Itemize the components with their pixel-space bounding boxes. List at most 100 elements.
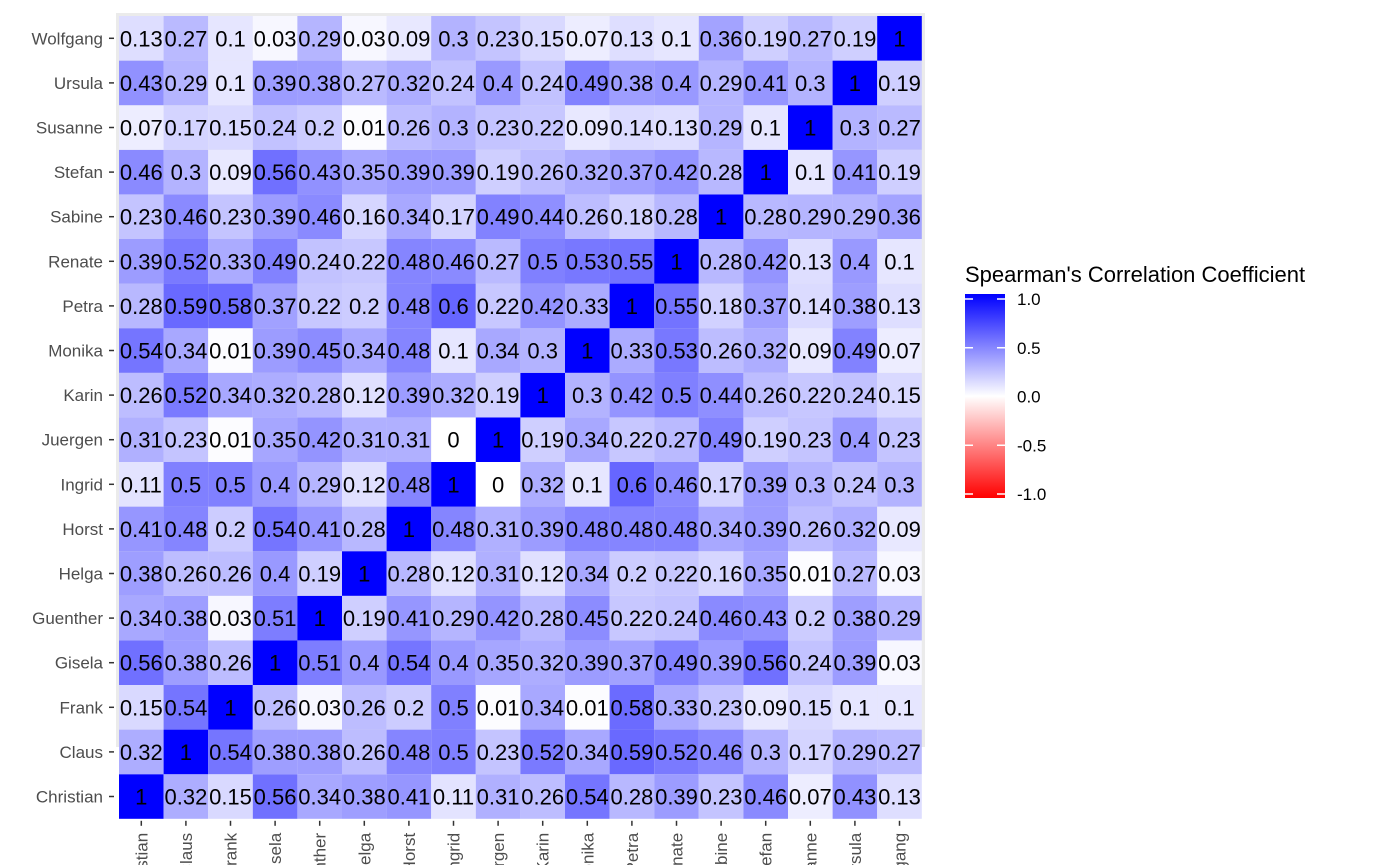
cell-value-label: 0.32: [432, 383, 475, 408]
cell-value-label: 0.07: [878, 339, 921, 364]
heatmap-cell: [565, 149, 610, 195]
cell-value-label: 0.3: [527, 339, 558, 364]
heatmap-cell: [297, 595, 342, 641]
cell-value-label: 0.13: [610, 26, 653, 51]
heatmap-cell: [609, 506, 655, 552]
cell-value-label: 0.29: [833, 740, 876, 765]
cell-value-label: 0.38: [833, 294, 876, 319]
cell-value-label: 0.13: [878, 294, 921, 319]
cell-value-label: 0.48: [610, 517, 653, 542]
cell-value-label: 0.07: [789, 785, 832, 810]
heatmap-cell: [788, 417, 833, 462]
cell-value-label: 0.46: [120, 160, 163, 185]
heatmap-cell: [163, 60, 209, 106]
cell-value-label: 0.36: [878, 205, 921, 230]
cell-value-label: 0.43: [744, 606, 787, 631]
cell-value-label: 0.38: [164, 651, 207, 676]
heatmap-cell: [877, 506, 922, 552]
cell-value-label: 0.03: [343, 26, 386, 51]
cell-value-label: 0.26: [254, 695, 297, 720]
heatmap-cell: [119, 60, 164, 106]
cell-value-label: 0.38: [833, 606, 876, 631]
heatmap-cell: [252, 774, 298, 819]
cell-value-label: 0.23: [477, 26, 520, 51]
heatmap-cell: [565, 640, 610, 685]
heatmap-cell: [297, 328, 342, 373]
heatmap-cell: [297, 16, 342, 61]
cell-value-label: 1: [626, 294, 638, 319]
cell-value-label: 0.26: [209, 562, 252, 587]
heatmap-cell: [208, 372, 253, 418]
heatmap-cell: [609, 16, 655, 61]
heatmap-cell: [119, 239, 164, 284]
cell-value-label: 0.22: [343, 249, 386, 274]
x-tick-label: Ursula: [846, 832, 865, 865]
legend: Spearman's Correlation Coefficient 1.0 0.…: [965, 262, 1305, 504]
cell-value-label: 0.18: [700, 294, 743, 319]
heatmap-cell: [342, 551, 387, 596]
cell-value-label: 0.38: [298, 740, 341, 765]
heatmap-cell: [609, 239, 655, 284]
heatmap-cell: [520, 595, 565, 641]
cell-value-label: 0.2: [394, 695, 425, 720]
cell-value-label: 0.2: [795, 606, 826, 631]
cell-value-label: 0.22: [298, 294, 341, 319]
heatmap-cell: [520, 194, 565, 239]
heatmap-cell: [520, 239, 565, 284]
cell-value-label: 0.14: [610, 116, 653, 141]
cell-value-label: 0.34: [164, 339, 207, 364]
heatmap-cell: [475, 194, 521, 239]
heatmap-cell: [832, 194, 878, 239]
cell-value-label: 1: [314, 606, 326, 631]
heatmap-cell: [163, 506, 209, 552]
heatmap-cell: [788, 551, 833, 596]
cell-value-label: 0.32: [120, 740, 163, 765]
heatmap-cell: [119, 640, 164, 685]
cell-value-label: 0.39: [387, 160, 430, 185]
cell-value-label: 0.1: [840, 695, 871, 720]
cell-value-label: 0.35: [744, 562, 787, 587]
heatmap-cell: [609, 60, 655, 106]
cell-value-label: 0.16: [343, 205, 386, 230]
cell-value-label: 1: [224, 695, 236, 720]
cell-value-label: 1: [849, 71, 861, 96]
heatmap-cell: [609, 194, 655, 239]
heatmap-cell: [832, 372, 878, 418]
cell-value-label: 0.37: [254, 294, 297, 319]
cell-value-label: 0.03: [209, 606, 252, 631]
cell-value-label: 0.33: [610, 339, 653, 364]
heatmap-cell: [208, 462, 253, 507]
cell-value-label: 0.14: [789, 294, 832, 319]
heatmap-cell: [252, 640, 298, 685]
heatmap-cell: [788, 328, 833, 373]
cell-value-label: 0.43: [120, 71, 163, 96]
x-tick-label: Ingrid: [445, 833, 464, 865]
heatmap-cell: [565, 283, 610, 329]
heatmap-cell: [565, 105, 610, 150]
cell-value-label: 0.29: [789, 205, 832, 230]
x-tick-label: Susanne: [801, 833, 820, 865]
cell-value-label: 0.1: [572, 472, 603, 497]
heatmap-cell: [877, 105, 922, 150]
cell-value-label: 0.54: [387, 651, 430, 676]
cell-value-label: 0.17: [432, 205, 475, 230]
cell-value-label: 0.53: [655, 339, 698, 364]
cell-value-label: 0.24: [521, 71, 564, 96]
cell-value-label: 0.55: [655, 294, 698, 319]
heatmap-cell: [877, 774, 922, 819]
cell-value-label: 0.13: [655, 116, 698, 141]
heatmap-cell: [208, 239, 253, 284]
cell-value-label: 0.26: [566, 205, 609, 230]
heatmap-cell: [208, 105, 253, 150]
cell-value-label: 0.24: [254, 116, 297, 141]
cell-value-label: 0.49: [700, 428, 743, 453]
cell-value-label: 0.22: [789, 383, 832, 408]
cell-value-label: 0.29: [700, 71, 743, 96]
heatmap-cell: [297, 774, 342, 819]
cell-value-label: 0.01: [789, 562, 832, 587]
cell-value-label: 0.26: [120, 383, 163, 408]
heatmap-cell: [609, 328, 655, 373]
heatmap-cell: [119, 372, 164, 418]
cell-value-label: 0.23: [164, 428, 207, 453]
heatmap-cell: [654, 774, 699, 819]
